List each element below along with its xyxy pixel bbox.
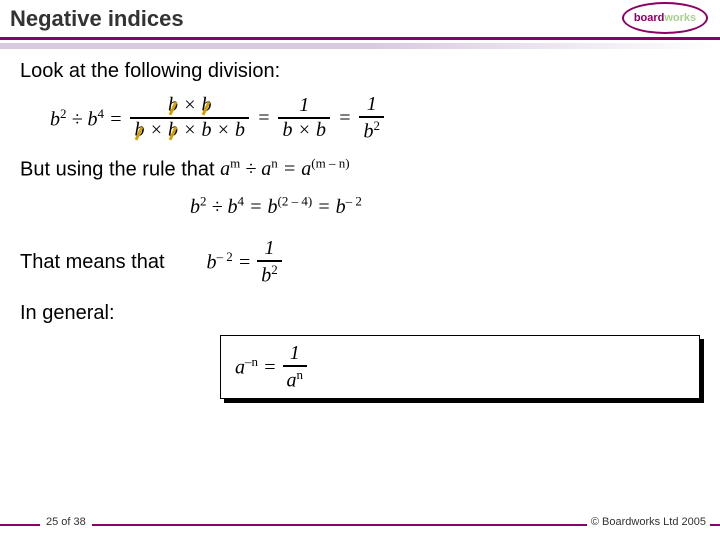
- fraction-final: 1 b2: [359, 93, 384, 144]
- general-rule-box: a–n = 1 an: [220, 335, 700, 400]
- fraction-simplified: 1 b × b: [278, 94, 330, 142]
- that-means: That means that b– 2 = 1 b2: [20, 237, 700, 288]
- page-number: 25 of 38: [40, 516, 92, 528]
- logo-oval: boardworks: [622, 2, 708, 34]
- footer: 25 of 38 © Boardworks Ltd 2005: [0, 516, 720, 540]
- content: Look at the following division: b2 ÷ b4 …: [20, 60, 700, 500]
- division-expansion: b2 ÷ b4 = b × b b × b × b × b = 1 b × b …: [50, 93, 700, 144]
- intro-text: Look at the following division:: [20, 60, 700, 83]
- page-title: Negative indices: [10, 6, 184, 32]
- title-bar: Negative indices boardworks: [0, 0, 720, 40]
- fraction-expanded: b × b b × b × b × b: [130, 94, 249, 142]
- rule-applied: b2 ÷ b4 = b(2 – 4) = b– 2: [190, 193, 700, 219]
- decor-stripe: [0, 43, 720, 49]
- in-general-label: In general:: [20, 302, 700, 325]
- logo-text: boardworks: [634, 12, 696, 24]
- copyright: © Boardworks Ltd 2005: [587, 516, 710, 528]
- rule-reference: But using the rule that am ÷ an = a(m – …: [20, 156, 700, 182]
- logo: boardworks: [622, 2, 712, 38]
